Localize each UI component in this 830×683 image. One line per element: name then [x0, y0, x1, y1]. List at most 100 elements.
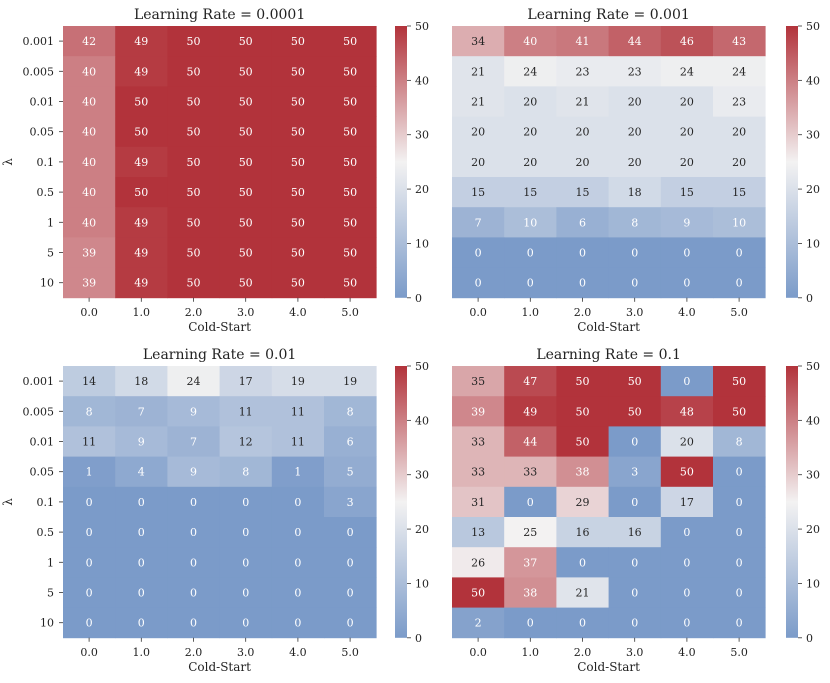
cell-value: 0	[86, 617, 93, 630]
y-tick-label: 10	[40, 277, 54, 290]
x-tick-label: 1.0	[133, 646, 151, 659]
cell-value: 50	[343, 186, 357, 199]
cell-value: 0	[347, 556, 354, 569]
heatmap-cell	[219, 207, 273, 238]
heatmap-cell	[452, 146, 505, 178]
cell-value: 24	[523, 65, 537, 78]
cell-value: 50	[239, 65, 253, 78]
colorbar-tick-label: 50	[806, 360, 820, 373]
heatmap-cell	[504, 607, 557, 639]
y-tick-label: 5	[47, 587, 54, 600]
cell-value: 0	[527, 496, 534, 509]
heatmap-cell	[115, 547, 168, 578]
heatmap-cell	[167, 607, 220, 639]
heatmap-cell	[452, 56, 505, 87]
cell-value: 0	[190, 526, 197, 539]
cell-value: 50	[343, 277, 357, 290]
heatmap-cell	[504, 396, 557, 427]
cell-value: 20	[576, 156, 590, 169]
cell-value: 0	[347, 526, 354, 539]
cell-value: 0	[86, 496, 93, 509]
cell-value: 0	[475, 277, 482, 290]
panel-title: Learning Rate = 0.01	[143, 347, 296, 363]
heatmap-cell	[452, 237, 505, 268]
heatmap-cell	[608, 56, 662, 87]
cell-value: 7	[475, 216, 482, 229]
heatmap-cell	[504, 56, 557, 87]
heatmap-cell	[504, 26, 557, 57]
cell-value: 5	[347, 466, 354, 479]
heatmap-cell	[713, 426, 766, 457]
heatmap-cell	[271, 577, 325, 608]
y-tick-label: 1	[47, 216, 54, 229]
cell-value: 49	[523, 405, 537, 418]
x-tick-label: 5.0	[341, 306, 359, 319]
cell-value: 49	[134, 156, 148, 169]
colorbar: 0 10 20 30 40 50	[395, 360, 429, 645]
cell-value: 0	[190, 617, 197, 630]
heatmap-cell	[556, 486, 609, 518]
x-tick-label: 5.0	[341, 646, 359, 659]
heatmap-cell	[219, 456, 273, 488]
cell-value: 3	[347, 496, 354, 509]
cell-value: 0	[579, 617, 586, 630]
heatmap-cell	[452, 486, 505, 518]
heatmap-cell	[271, 607, 325, 639]
heatmap-cell	[167, 426, 220, 457]
cell-value: 0	[347, 617, 354, 630]
cell-value: 21	[471, 96, 485, 109]
cell-value: 50	[239, 216, 253, 229]
heatmap-cell	[660, 486, 714, 518]
cell-value: 50	[291, 35, 305, 48]
heatmap-cell	[556, 456, 609, 488]
cell-value: 50	[239, 156, 253, 169]
colorbar-tick-label: 40	[806, 414, 820, 427]
heatmap-cell	[115, 456, 168, 488]
heatmap-cell	[556, 207, 609, 238]
heatmap-cell	[713, 517, 766, 548]
cell-value: 49	[134, 216, 148, 229]
heatmap-cell	[219, 177, 273, 208]
cell-value: 0	[190, 556, 197, 569]
cell-value: 20	[732, 156, 746, 169]
cell-value: 50	[628, 375, 642, 388]
cell-value: 50	[134, 126, 148, 139]
cell-value: 10	[523, 216, 537, 229]
heatmap-cell	[452, 116, 505, 148]
cell-value: 20	[628, 96, 642, 109]
cell-value: 50	[343, 96, 357, 109]
heatmap-cell	[504, 577, 557, 608]
heatmap-cell	[660, 366, 714, 397]
heatmap-cell	[504, 267, 557, 299]
colorbar-tick-label: 0	[415, 632, 422, 645]
heatmap-cell	[324, 426, 377, 457]
colorbar: 0 10 20 30 40 50	[395, 20, 429, 305]
cell-value: 0	[683, 526, 690, 539]
heatmap-cell	[608, 177, 662, 208]
cell-value: 0	[736, 617, 743, 630]
cell-value: 20	[471, 156, 485, 169]
heatmap-cell	[504, 366, 557, 397]
heatmap-cell	[219, 426, 273, 457]
heatmap-cell	[452, 207, 505, 238]
cell-value: 50	[239, 186, 253, 199]
heatmap-cell	[660, 116, 714, 148]
heatmap-cell	[713, 146, 766, 178]
x-tick-label: 2.0	[574, 646, 592, 659]
heatmap-cell	[452, 396, 505, 427]
heatmap-cell	[271, 486, 325, 518]
heatmap-cell	[63, 607, 116, 639]
heatmap-cell	[324, 547, 377, 578]
cell-value: 8	[347, 405, 354, 418]
cell-value: 50	[187, 126, 201, 139]
cell-value: 50	[343, 65, 357, 78]
colorbar-tick-label: 30	[806, 129, 820, 142]
heatmap-cell	[660, 237, 714, 268]
cell-value: 0	[579, 556, 586, 569]
heatmap-cell	[219, 607, 273, 639]
heatmap-cell	[63, 177, 116, 208]
cell-value: 38	[523, 587, 537, 600]
cell-value: 40	[82, 216, 96, 229]
heatmap-cell	[608, 396, 662, 427]
